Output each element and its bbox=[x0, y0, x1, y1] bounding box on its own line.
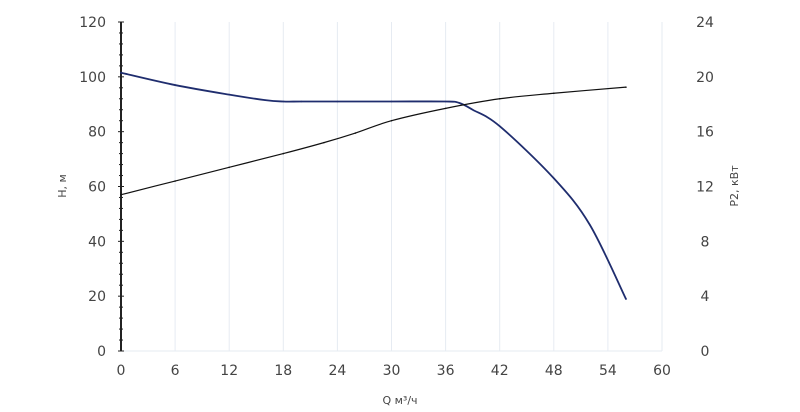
power-point-9 bbox=[553, 92, 555, 95]
power-point-8 bbox=[498, 97, 501, 100]
head-point-8 bbox=[444, 100, 447, 103]
head-curve-line bbox=[120, 71, 627, 300]
power-point-10 bbox=[625, 86, 627, 88]
y-left-tick-label-20: 20 bbox=[88, 289, 106, 305]
y-left-tick-label-80: 80 bbox=[88, 125, 106, 141]
power-point-4 bbox=[323, 141, 325, 144]
series-group bbox=[120, 71, 627, 300]
x-tick-label-12: 12 bbox=[220, 363, 238, 379]
gridlines bbox=[174, 22, 663, 351]
power-point-0 bbox=[120, 193, 122, 196]
x-tick-label-18: 18 bbox=[274, 363, 292, 379]
head-point-1 bbox=[174, 84, 176, 86]
x-axis-title: Q м³/ч bbox=[382, 394, 417, 407]
y-right-tick-label-16: 16 bbox=[696, 125, 714, 141]
head-point-4 bbox=[282, 100, 285, 103]
y-right-tick-label-8: 8 bbox=[701, 234, 710, 250]
x-tick-label-6: 6 bbox=[171, 363, 180, 379]
x-tick-label-60: 60 bbox=[653, 363, 671, 379]
y-left-tick-label-100: 100 bbox=[79, 70, 106, 86]
head-point-14 bbox=[625, 298, 627, 300]
head-point-2 bbox=[228, 93, 230, 96]
head-point-13 bbox=[589, 224, 591, 226]
tick-labels: 0 6 12 18 24 30 36 42 48 54 6002040608010012004812… bbox=[79, 15, 714, 379]
y-right-tick-label-0: 0 bbox=[701, 344, 710, 360]
y-right-tick-label-20: 20 bbox=[696, 70, 714, 86]
head-point-5 bbox=[300, 100, 303, 103]
y-right-tick-label-4: 4 bbox=[701, 289, 710, 305]
head-point-3 bbox=[264, 99, 267, 101]
head-point-9 bbox=[458, 102, 460, 104]
power-point-7 bbox=[444, 107, 447, 110]
power-point-3 bbox=[282, 152, 285, 155]
head-point-7 bbox=[390, 100, 393, 103]
y-right-tick-label-24: 24 bbox=[696, 15, 714, 31]
x-tick-label-36: 36 bbox=[437, 363, 455, 379]
y-left-tick-label-120: 120 bbox=[79, 15, 106, 31]
head-point-6 bbox=[336, 100, 339, 103]
power-point-6 bbox=[390, 119, 393, 122]
x-tick-label-42: 42 bbox=[491, 363, 509, 379]
head-point-0 bbox=[120, 71, 122, 74]
power-point-5 bbox=[354, 132, 357, 134]
power-curve-line bbox=[120, 86, 627, 196]
axes bbox=[118, 21, 662, 352]
x-tick-label-24: 24 bbox=[328, 363, 346, 379]
y-left-tick-label-60: 60 bbox=[88, 180, 106, 196]
head-point-10 bbox=[471, 108, 474, 111]
y-right-tick-label-12: 12 bbox=[696, 180, 714, 196]
head-point-11 bbox=[498, 125, 501, 127]
head-point-12 bbox=[553, 177, 555, 180]
x-tick-label-30: 30 bbox=[383, 363, 401, 379]
x-tick-label-48: 48 bbox=[545, 363, 563, 379]
x-tick-label-0: 0 bbox=[117, 363, 126, 379]
power-point-1 bbox=[174, 180, 176, 182]
x-tick-label-54: 54 bbox=[599, 363, 617, 379]
y-left-tick-label-0: 0 bbox=[97, 344, 106, 360]
y-left-axis-title: H, м bbox=[56, 174, 69, 198]
y-left-tick-label-40: 40 bbox=[88, 234, 106, 250]
y-right-axis-title: P2, кВт bbox=[728, 165, 741, 207]
power-point-2 bbox=[228, 166, 230, 169]
